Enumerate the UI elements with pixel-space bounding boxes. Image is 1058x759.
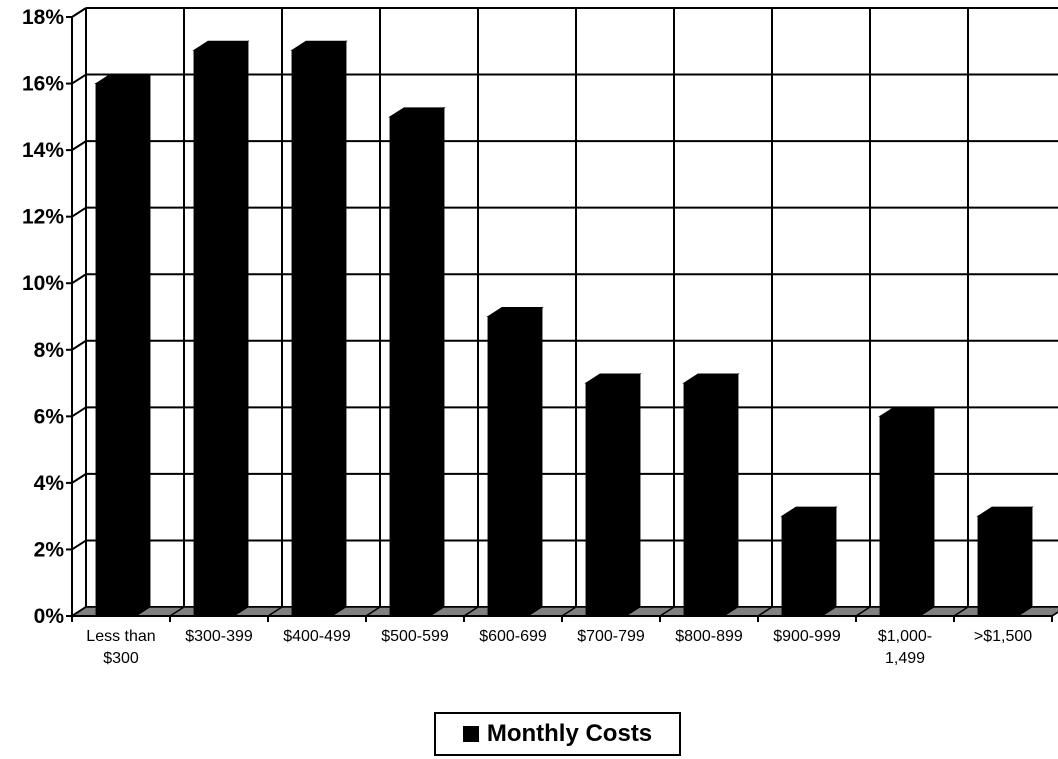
bar-front bbox=[879, 415, 921, 617]
bar-front bbox=[389, 116, 431, 617]
bar bbox=[290, 40, 348, 617]
bar-front bbox=[683, 382, 725, 617]
floor-divider bbox=[463, 606, 479, 617]
floor-divider bbox=[561, 606, 577, 617]
x-tick-label: $1,000-1,499 bbox=[878, 628, 932, 667]
bar bbox=[94, 73, 152, 617]
gridline-side bbox=[71, 339, 87, 351]
bar-front bbox=[95, 83, 137, 617]
bar-front bbox=[291, 49, 333, 617]
bar bbox=[780, 506, 838, 617]
bars bbox=[94, 40, 1034, 617]
x-tick-label: $400-499 bbox=[283, 628, 351, 645]
floor-divider bbox=[169, 606, 185, 617]
x-tick-label: >$1,500 bbox=[974, 628, 1032, 645]
x-tick-label: $500-599 bbox=[381, 628, 449, 645]
gridline-side bbox=[71, 273, 87, 285]
bar-side bbox=[233, 40, 249, 617]
bar bbox=[584, 373, 642, 617]
floor-divider bbox=[365, 606, 381, 617]
y-tick-label: 4% bbox=[34, 472, 65, 495]
gridline-side bbox=[71, 539, 87, 551]
x-tick-label: $600-699 bbox=[479, 628, 547, 645]
bar-front bbox=[487, 316, 529, 617]
y-axis-tick-labels: 0% 2% 4% 6% 8% 10% 12% 14% 16% 18% bbox=[22, 6, 64, 628]
bar bbox=[486, 306, 544, 617]
floor-divider bbox=[1051, 611, 1058, 617]
bar bbox=[192, 40, 250, 617]
gridline-side bbox=[71, 73, 87, 85]
bar bbox=[388, 106, 446, 617]
y-tick-label: 2% bbox=[34, 538, 65, 561]
y-tick-label: 16% bbox=[22, 73, 64, 96]
floor-divider bbox=[953, 606, 969, 617]
bar-side bbox=[135, 73, 151, 617]
bar bbox=[976, 506, 1034, 617]
bar-front bbox=[193, 49, 235, 617]
bar bbox=[682, 373, 740, 617]
gridline-side bbox=[71, 7, 87, 18]
gridline-side bbox=[71, 473, 87, 484]
gridline-side bbox=[71, 406, 87, 418]
bar-side bbox=[1017, 506, 1033, 617]
floor-divider bbox=[71, 606, 87, 617]
y-tick-label: 6% bbox=[34, 405, 65, 428]
floor-divider bbox=[267, 606, 283, 617]
bar-side bbox=[527, 306, 543, 617]
y-tick-label: 14% bbox=[22, 139, 64, 162]
legend: Monthly Costs bbox=[434, 712, 681, 756]
x-tick-label: $900-999 bbox=[773, 628, 841, 645]
bar-side bbox=[331, 40, 347, 617]
floor-divider bbox=[659, 606, 675, 617]
y-tick-label: 12% bbox=[22, 206, 64, 229]
bar bbox=[878, 406, 936, 617]
gridline-side bbox=[71, 140, 87, 151]
bar-side bbox=[429, 106, 445, 617]
x-tick-label: $800-899 bbox=[675, 628, 743, 645]
floor-divider bbox=[855, 606, 871, 617]
x-tick-label: $300-399 bbox=[185, 628, 253, 645]
floor-divider bbox=[757, 606, 773, 617]
bar-front bbox=[781, 515, 823, 617]
legend-label: Monthly Costs bbox=[486, 720, 653, 747]
y-tick-label: 8% bbox=[34, 339, 65, 362]
bar-side bbox=[821, 506, 837, 617]
x-tick-label: Less than $300 bbox=[86, 628, 155, 667]
bar-side bbox=[625, 373, 641, 617]
x-axis-tick-labels: Less than $300 $300-399 $400-499 $500-599 $60… bbox=[86, 628, 1032, 667]
y-tick-label: 0% bbox=[34, 605, 65, 628]
legend-swatch bbox=[462, 726, 479, 742]
y-tick-label: 10% bbox=[22, 272, 64, 295]
bar-front bbox=[585, 382, 627, 617]
bar-front bbox=[977, 515, 1019, 617]
gridline-side bbox=[71, 206, 87, 218]
x-tick-label: $700-799 bbox=[577, 628, 645, 645]
bar-side bbox=[919, 406, 935, 617]
y-tick-label: 18% bbox=[22, 6, 64, 29]
bar-side bbox=[723, 373, 739, 617]
